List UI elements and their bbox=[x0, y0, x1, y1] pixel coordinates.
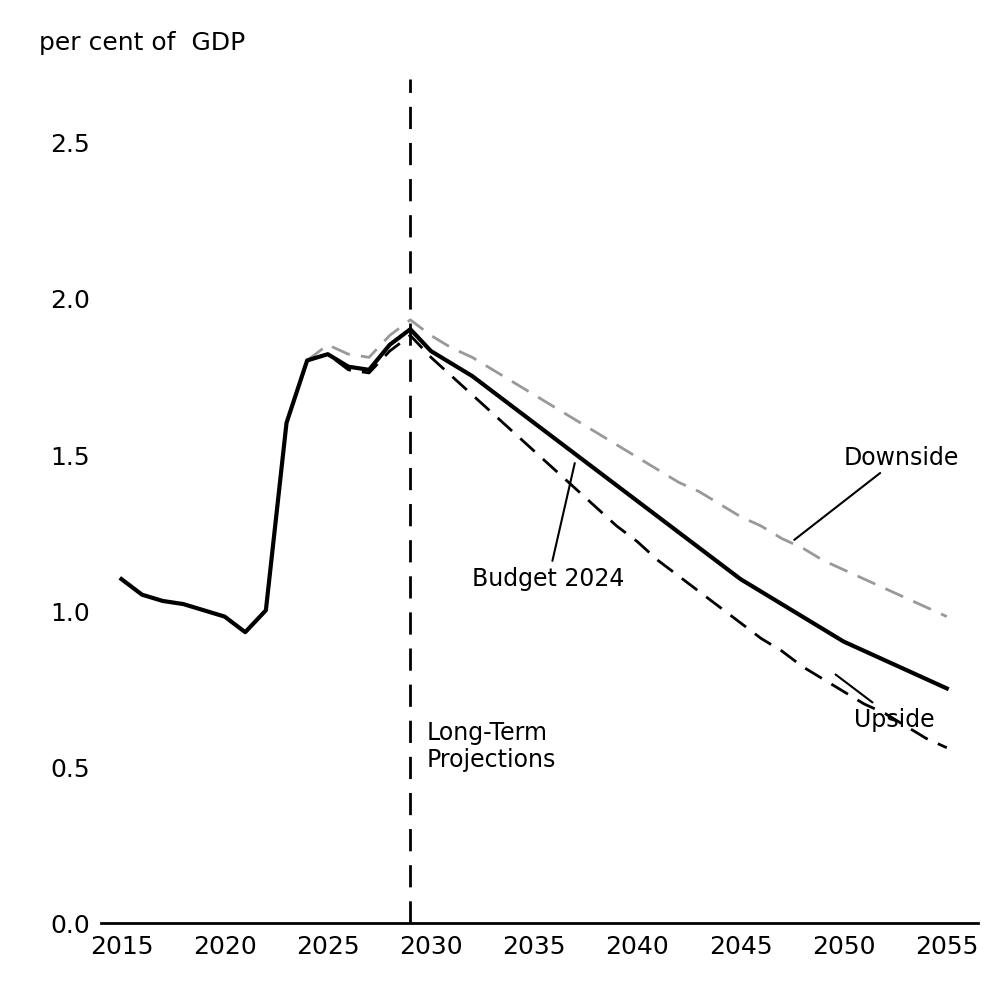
Text: Downside: Downside bbox=[794, 445, 959, 541]
Text: Long-Term
Projections: Long-Term Projections bbox=[426, 720, 556, 771]
Text: per cent of  GDP: per cent of GDP bbox=[39, 31, 246, 55]
Text: Upside: Upside bbox=[836, 675, 934, 731]
Text: Budget 2024: Budget 2024 bbox=[472, 463, 625, 591]
